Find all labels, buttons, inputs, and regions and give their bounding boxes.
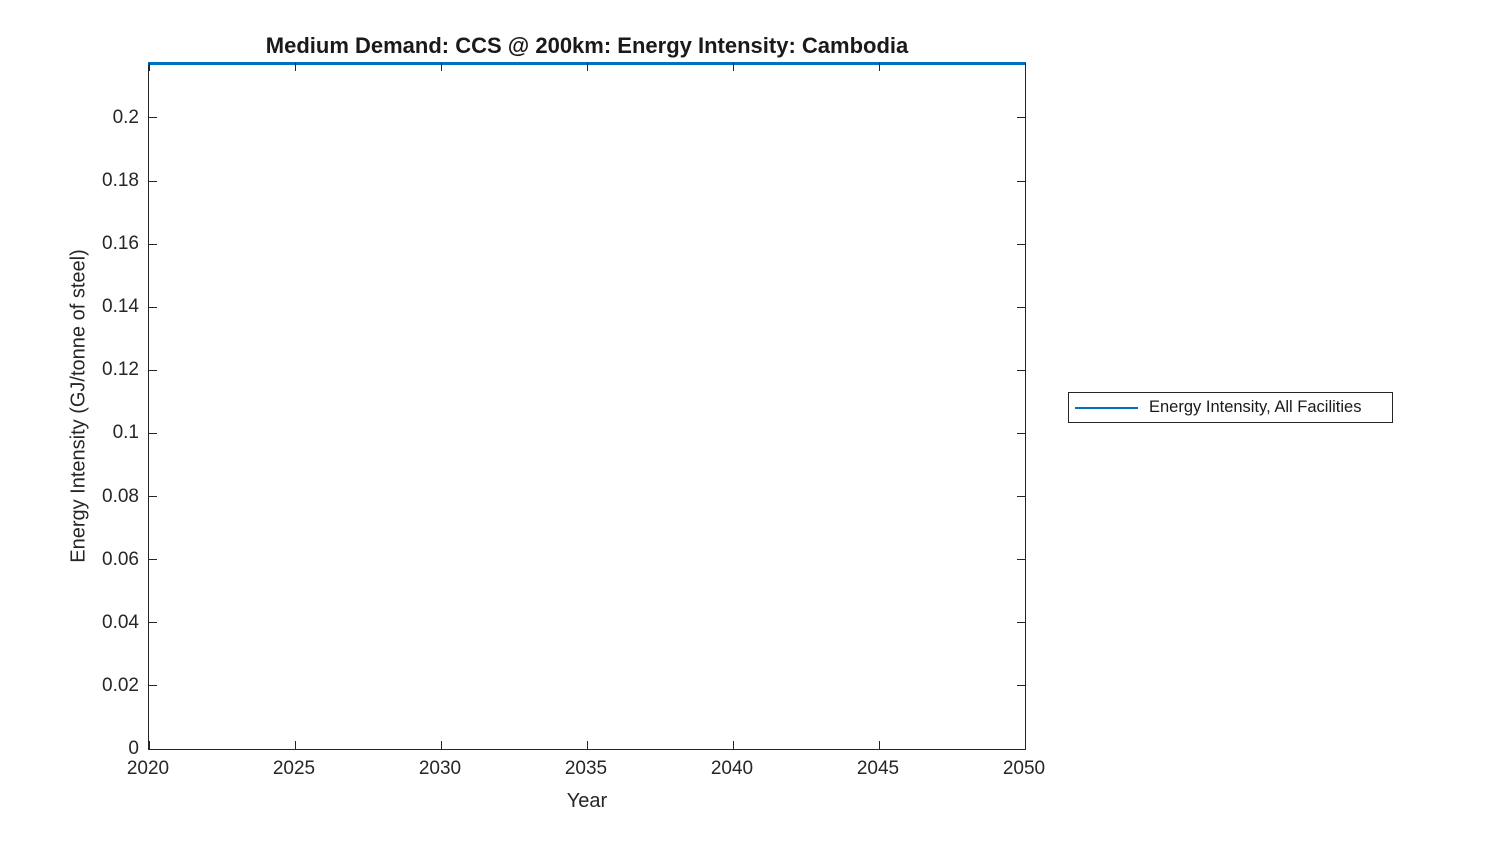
- y-tick-mark: [1017, 748, 1025, 750]
- y-tick-label: 0.02: [102, 674, 139, 696]
- x-tick-label: 2045: [856, 758, 900, 779]
- y-tick-mark: [149, 117, 157, 119]
- y-tick-mark: [149, 432, 157, 434]
- y-tick-mark: [149, 243, 157, 245]
- y-tick-mark: [149, 559, 157, 561]
- x-tick-mark: [148, 741, 150, 749]
- y-tick-mark: [149, 685, 157, 687]
- y-tick-mark: [1017, 496, 1025, 498]
- y-tick-mark: [149, 306, 157, 308]
- x-tick-mark: [294, 63, 296, 71]
- legend-box: Energy Intensity, All Facilities: [1068, 392, 1393, 423]
- x-tick-label: 2020: [126, 758, 170, 779]
- x-tick-label: 2040: [710, 758, 754, 779]
- y-tick-mark: [149, 748, 157, 750]
- x-tick-mark: [148, 63, 150, 71]
- y-tick-mark: [1017, 432, 1025, 434]
- x-axis-label: Year: [566, 790, 608, 812]
- chart-title: Medium Demand: CCS @ 200km: Energy Inten…: [265, 33, 909, 58]
- x-tick-mark: [732, 63, 734, 71]
- x-tick-mark: [1024, 741, 1026, 749]
- x-tick-mark: [878, 63, 880, 71]
- y-tick-mark: [1017, 306, 1025, 308]
- x-tick-mark: [586, 63, 588, 71]
- y-tick-label: 0.04: [102, 611, 139, 633]
- x-tick-mark: [732, 741, 734, 749]
- x-tick-label: 2030: [418, 758, 462, 779]
- x-tick-label: 2035: [564, 758, 608, 779]
- y-tick-label: 0.2: [112, 106, 139, 128]
- x-tick-mark: [440, 741, 442, 749]
- x-tick-mark: [878, 741, 880, 749]
- y-tick-mark: [1017, 622, 1025, 624]
- y-tick-label: 0.08: [102, 485, 139, 507]
- y-tick-label: 0.18: [102, 170, 139, 191]
- y-tick-label: 0.06: [102, 548, 139, 570]
- legend-entry-label: Energy Intensity, All Facilities: [1149, 398, 1362, 416]
- x-tick-mark: [294, 741, 296, 749]
- x-tick-label: 2025: [272, 758, 316, 779]
- x-tick-label: 2050: [1002, 758, 1046, 779]
- y-tick-mark: [1017, 117, 1025, 119]
- plot-area: [148, 62, 1026, 750]
- x-tick-mark: [1024, 63, 1026, 71]
- y-tick-mark: [1017, 369, 1025, 371]
- x-tick-mark: [586, 741, 588, 749]
- y-tick-mark: [149, 496, 157, 498]
- y-tick-label: 0.1: [112, 422, 139, 444]
- y-tick-mark: [149, 622, 157, 624]
- y-tick-label: 0: [128, 738, 139, 759]
- y-tick-label: 0.12: [102, 359, 139, 381]
- y-tick-mark: [1017, 559, 1025, 561]
- x-tick-mark: [440, 63, 442, 71]
- y-tick-mark: [149, 369, 157, 371]
- legend-line-sample: [1075, 406, 1138, 409]
- y-tick-label: 0.14: [102, 296, 139, 318]
- y-tick-mark: [1017, 243, 1025, 245]
- y-tick-mark: [1017, 685, 1025, 687]
- y-tick-mark: [149, 180, 157, 182]
- y-tick-label: 0.16: [102, 233, 139, 255]
- y-tick-mark: [1017, 180, 1025, 182]
